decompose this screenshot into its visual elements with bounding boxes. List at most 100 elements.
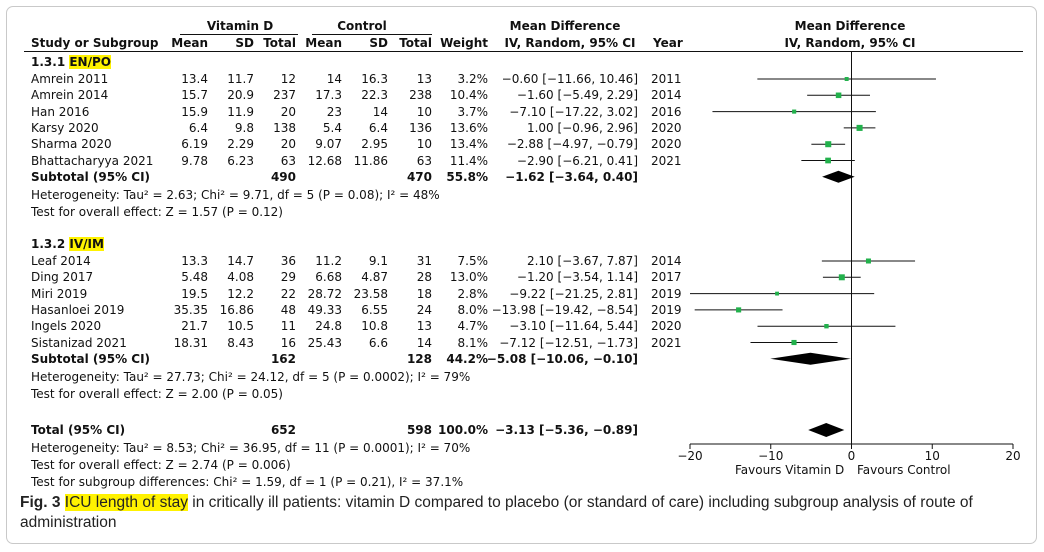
c-total: 31 xyxy=(416,254,432,268)
c-mean: 25.43 xyxy=(307,335,342,350)
c-sd: 2.95 xyxy=(361,137,388,152)
year: 2017 xyxy=(651,270,682,285)
vd-mean: 6.19 xyxy=(181,137,208,152)
ci-text: −13.98 [−19.42, −8.54] xyxy=(491,302,638,317)
year: 2014 xyxy=(651,88,682,103)
subtotal-vd-n: 162 xyxy=(270,351,296,366)
vd-total: 12 xyxy=(280,72,296,86)
weight: 13.4% xyxy=(449,137,488,152)
effect-marker xyxy=(791,339,797,346)
col-year: Year xyxy=(653,36,683,50)
subtotal-vd-n: 490 xyxy=(270,169,296,184)
weight: 3.2% xyxy=(457,72,489,86)
vd-mean: 19.5 xyxy=(181,286,208,301)
year: 2021 xyxy=(651,153,682,168)
subtotal-c-n: 470 xyxy=(406,169,432,184)
c-sd: 10.8 xyxy=(361,319,388,334)
vd-sd: 12.2 xyxy=(227,286,254,301)
c-sd: 14 xyxy=(372,104,388,119)
effect-marker xyxy=(825,141,832,148)
c-total: 10 xyxy=(416,104,432,119)
study-name: Sistanizad 2021 xyxy=(31,335,127,350)
weight: 3.7% xyxy=(457,104,489,119)
weight: 2.8% xyxy=(457,286,489,301)
col-study: Study or Subgroup xyxy=(31,36,159,50)
subgroup-differences: Test for subgroup differences: Chi² = 1.… xyxy=(31,475,464,489)
heterogeneity: Heterogeneity: Tau² = 27.73; Chi² = 24.1… xyxy=(31,369,471,384)
figure-caption: Fig. 3 ICU length of stay in critically … xyxy=(20,493,1020,533)
c-mean: 9.07 xyxy=(315,137,342,152)
year: 2020 xyxy=(651,319,682,334)
effect-marker xyxy=(865,258,871,264)
col-sd: SD xyxy=(235,36,254,50)
subtotal-label: Subtotal (95% CI) xyxy=(31,351,151,366)
c-mean: 5.4 xyxy=(322,120,342,135)
weight: 13.0% xyxy=(449,270,488,285)
md-title-right: Mean Difference xyxy=(794,19,906,33)
xlabel-favours-vitamin-d: Favours Vitamin D xyxy=(735,463,845,477)
overall-effect: Test for overall effect: Z = 1.57 (P = 0… xyxy=(31,204,283,219)
study-name: Hasanloei 2019 xyxy=(31,302,125,317)
caption-text: in critically ill patients: vitamin D co… xyxy=(20,494,973,531)
col-mean: Mean xyxy=(171,36,208,50)
vd-mean: 15.7 xyxy=(181,88,208,103)
c-mean: 24.8 xyxy=(315,319,342,334)
col-ci: IV, Random, 95% CI xyxy=(504,36,636,50)
vd-total: 11 xyxy=(280,319,296,334)
subtotal-weight: 44.2% xyxy=(446,351,488,366)
vd-sd: 9.8 xyxy=(234,120,254,135)
vd-sd: 11.7 xyxy=(227,72,254,86)
col-total2: Total xyxy=(399,36,432,50)
vd-total: 63 xyxy=(280,153,296,168)
vd-sd: 4.08 xyxy=(227,270,254,285)
c-sd: 4.87 xyxy=(361,270,388,285)
caption-fig-label: Fig. 3 xyxy=(20,494,61,511)
heterogeneity: Heterogeneity: Tau² = 2.63; Chi² = 9.71,… xyxy=(31,187,440,202)
vd-sd: 20.9 xyxy=(227,88,254,103)
ci-text: −7.10 [−17.22, 3.02] xyxy=(509,104,638,119)
subtotal-c-n: 128 xyxy=(406,351,432,366)
c-mean: 12.68 xyxy=(307,153,342,168)
c-mean: 14 xyxy=(326,72,342,86)
total-c-n: 598 xyxy=(406,423,432,437)
c-total: 18 xyxy=(416,286,432,301)
total-label: Total (95% CI) xyxy=(31,423,126,437)
vd-mean: 15.9 xyxy=(181,104,208,119)
c-sd: 11.86 xyxy=(353,153,388,168)
total-heterogeneity: Heterogeneity: Tau² = 8.53; Chi² = 36.95… xyxy=(31,441,471,455)
c-sd: 6.4 xyxy=(368,120,388,135)
vd-mean: 35.35 xyxy=(173,302,208,317)
ci-text: 2.10 [−3.67, 7.87] xyxy=(526,254,638,268)
c-mean: 23 xyxy=(326,104,342,119)
c-total: 13 xyxy=(416,319,432,334)
header-rule xyxy=(24,51,1023,52)
subgroup-name: EN/PO xyxy=(69,55,111,69)
subtotal-diamond xyxy=(822,170,855,183)
year: 2019 xyxy=(651,286,682,301)
year: 2019 xyxy=(651,302,682,317)
subgroup-name: IV/IM xyxy=(69,237,104,251)
c-sd: 22.3 xyxy=(361,88,388,103)
ci-text: −1.60 [−5.49, 2.29] xyxy=(516,88,638,103)
weight: 10.4% xyxy=(449,88,488,103)
c-sd: 23.58 xyxy=(353,286,388,301)
c-total: 136 xyxy=(409,120,432,135)
subtotal-diamond xyxy=(770,352,851,365)
year: 2014 xyxy=(651,254,682,268)
weight: 8.0% xyxy=(457,302,489,317)
vd-total: 36 xyxy=(280,254,296,268)
effect-marker xyxy=(792,109,797,114)
year: 2011 xyxy=(651,72,682,86)
study-name: Amrein 2014 xyxy=(31,88,109,103)
subgroup-label: 1.3.2 IV/IM xyxy=(31,237,104,251)
effect-marker xyxy=(838,274,845,281)
xlabel-favours-control: Favours Control xyxy=(857,463,951,477)
c-sd: 6.55 xyxy=(361,302,388,317)
col-total: Total xyxy=(263,36,296,50)
c-total: 13 xyxy=(416,72,432,86)
c-total: 24 xyxy=(416,302,432,317)
vd-total: 20 xyxy=(280,137,296,152)
study-name: Han 2016 xyxy=(31,104,90,119)
study-name: Karsy 2020 xyxy=(31,120,99,135)
effect-marker xyxy=(844,77,849,81)
